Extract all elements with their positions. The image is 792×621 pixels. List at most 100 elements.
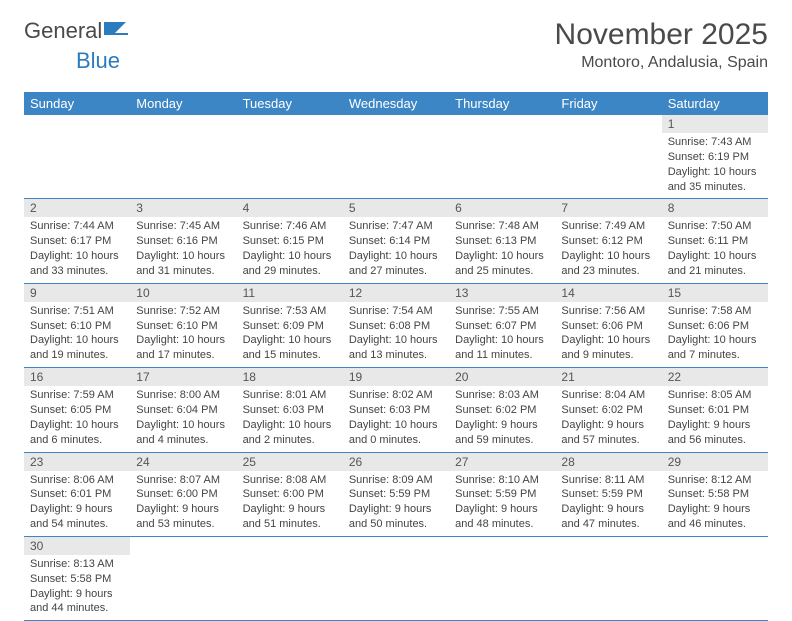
- daylight-text: Daylight: 10 hours and 27 minutes.: [349, 249, 443, 279]
- calendar-cell: 16Sunrise: 7:59 AMSunset: 6:05 PMDayligh…: [24, 368, 130, 452]
- cell-body: Sunrise: 8:13 AMSunset: 5:58 PMDaylight:…: [24, 555, 130, 620]
- sunrise-text: Sunrise: 8:09 AM: [349, 473, 443, 488]
- day-number: 24: [130, 453, 236, 471]
- daylight-text: Daylight: 10 hours and 29 minutes.: [243, 249, 337, 279]
- sunrise-text: Sunrise: 7:46 AM: [243, 219, 337, 234]
- daylight-text: Daylight: 10 hours and 25 minutes.: [455, 249, 549, 279]
- day-number: 22: [662, 368, 768, 386]
- calendar-cell: 23Sunrise: 8:06 AMSunset: 6:01 PMDayligh…: [24, 452, 130, 536]
- cell-body: [449, 541, 555, 591]
- calendar-cell: 17Sunrise: 8:00 AMSunset: 6:04 PMDayligh…: [130, 368, 236, 452]
- day-number: 20: [449, 368, 555, 386]
- month-title: November 2025: [555, 18, 768, 52]
- calendar-cell: [343, 536, 449, 620]
- calendar-cell: 8Sunrise: 7:50 AMSunset: 6:11 PMDaylight…: [662, 199, 768, 283]
- sunrise-text: Sunrise: 7:47 AM: [349, 219, 443, 234]
- day-header: Thursday: [449, 92, 555, 115]
- sunset-text: Sunset: 5:59 PM: [349, 487, 443, 502]
- sunset-text: Sunset: 6:19 PM: [668, 150, 762, 165]
- sunset-text: Sunset: 6:09 PM: [243, 319, 337, 334]
- cell-body: Sunrise: 7:47 AMSunset: 6:14 PMDaylight:…: [343, 217, 449, 282]
- cell-body: Sunrise: 7:50 AMSunset: 6:11 PMDaylight:…: [662, 217, 768, 282]
- sunset-text: Sunset: 6:07 PM: [455, 319, 549, 334]
- sunset-text: Sunset: 6:14 PM: [349, 234, 443, 249]
- calendar-cell: 6Sunrise: 7:48 AMSunset: 6:13 PMDaylight…: [449, 199, 555, 283]
- daylight-text: Daylight: 10 hours and 11 minutes.: [455, 333, 549, 363]
- daylight-text: Daylight: 9 hours and 47 minutes.: [561, 502, 655, 532]
- cell-body: Sunrise: 7:59 AMSunset: 6:05 PMDaylight:…: [24, 386, 130, 451]
- daylight-text: Daylight: 10 hours and 31 minutes.: [136, 249, 230, 279]
- calendar-cell: 2Sunrise: 7:44 AMSunset: 6:17 PMDaylight…: [24, 199, 130, 283]
- cell-body: Sunrise: 7:54 AMSunset: 6:08 PMDaylight:…: [343, 302, 449, 367]
- calendar-row: 2Sunrise: 7:44 AMSunset: 6:17 PMDaylight…: [24, 199, 768, 283]
- day-number: 12: [343, 284, 449, 302]
- cell-body: Sunrise: 7:56 AMSunset: 6:06 PMDaylight:…: [555, 302, 661, 367]
- calendar-row: 30Sunrise: 8:13 AMSunset: 5:58 PMDayligh…: [24, 536, 768, 620]
- calendar-cell: [237, 536, 343, 620]
- daylight-text: Daylight: 9 hours and 57 minutes.: [561, 418, 655, 448]
- calendar-cell: [555, 536, 661, 620]
- day-header: Saturday: [662, 92, 768, 115]
- daylight-text: Daylight: 10 hours and 35 minutes.: [668, 165, 762, 195]
- calendar-cell: [130, 536, 236, 620]
- day-header: Sunday: [24, 92, 130, 115]
- daylight-text: Daylight: 10 hours and 7 minutes.: [668, 333, 762, 363]
- calendar-cell: 30Sunrise: 8:13 AMSunset: 5:58 PMDayligh…: [24, 536, 130, 620]
- cell-body: Sunrise: 8:05 AMSunset: 6:01 PMDaylight:…: [662, 386, 768, 451]
- cell-body: Sunrise: 8:08 AMSunset: 6:00 PMDaylight:…: [237, 471, 343, 536]
- sunrise-text: Sunrise: 7:50 AM: [668, 219, 762, 234]
- calendar-cell: 24Sunrise: 8:07 AMSunset: 6:00 PMDayligh…: [130, 452, 236, 536]
- calendar-cell: 19Sunrise: 8:02 AMSunset: 6:03 PMDayligh…: [343, 368, 449, 452]
- sunrise-text: Sunrise: 7:49 AM: [561, 219, 655, 234]
- sunset-text: Sunset: 6:01 PM: [30, 487, 124, 502]
- sunset-text: Sunset: 6:11 PM: [668, 234, 762, 249]
- cell-body: Sunrise: 7:58 AMSunset: 6:06 PMDaylight:…: [662, 302, 768, 367]
- calendar-cell: [237, 115, 343, 199]
- calendar-cell: 1Sunrise: 7:43 AMSunset: 6:19 PMDaylight…: [662, 115, 768, 199]
- sunset-text: Sunset: 5:59 PM: [561, 487, 655, 502]
- calendar-cell: 21Sunrise: 8:04 AMSunset: 6:02 PMDayligh…: [555, 368, 661, 452]
- sunrise-text: Sunrise: 7:52 AM: [136, 304, 230, 319]
- sunset-text: Sunset: 6:02 PM: [455, 403, 549, 418]
- day-number: 30: [24, 537, 130, 555]
- calendar-cell: 13Sunrise: 7:55 AMSunset: 6:07 PMDayligh…: [449, 283, 555, 367]
- sunrise-text: Sunrise: 8:06 AM: [30, 473, 124, 488]
- calendar-cell: 20Sunrise: 8:03 AMSunset: 6:02 PMDayligh…: [449, 368, 555, 452]
- daylight-text: Daylight: 10 hours and 17 minutes.: [136, 333, 230, 363]
- day-number: 18: [237, 368, 343, 386]
- sunset-text: Sunset: 5:59 PM: [455, 487, 549, 502]
- sunrise-text: Sunrise: 7:54 AM: [349, 304, 443, 319]
- cell-body: Sunrise: 8:07 AMSunset: 6:00 PMDaylight:…: [130, 471, 236, 536]
- day-number: 6: [449, 199, 555, 217]
- sunset-text: Sunset: 6:13 PM: [455, 234, 549, 249]
- calendar-body: 1Sunrise: 7:43 AMSunset: 6:19 PMDaylight…: [24, 115, 768, 621]
- calendar-cell: 5Sunrise: 7:47 AMSunset: 6:14 PMDaylight…: [343, 199, 449, 283]
- calendar-cell: 28Sunrise: 8:11 AMSunset: 5:59 PMDayligh…: [555, 452, 661, 536]
- cell-body: Sunrise: 7:46 AMSunset: 6:15 PMDaylight:…: [237, 217, 343, 282]
- calendar-cell: 11Sunrise: 7:53 AMSunset: 6:09 PMDayligh…: [237, 283, 343, 367]
- day-header-row: Sunday Monday Tuesday Wednesday Thursday…: [24, 92, 768, 115]
- cell-body: Sunrise: 8:06 AMSunset: 6:01 PMDaylight:…: [24, 471, 130, 536]
- sunrise-text: Sunrise: 7:44 AM: [30, 219, 124, 234]
- day-number: 26: [343, 453, 449, 471]
- title-block: November 2025 Montoro, Andalusia, Spain: [555, 18, 768, 72]
- sunrise-text: Sunrise: 7:58 AM: [668, 304, 762, 319]
- sunset-text: Sunset: 6:00 PM: [136, 487, 230, 502]
- daylight-text: Daylight: 10 hours and 23 minutes.: [561, 249, 655, 279]
- cell-body: Sunrise: 7:52 AMSunset: 6:10 PMDaylight:…: [130, 302, 236, 367]
- day-number: 4: [237, 199, 343, 217]
- sunset-text: Sunset: 5:58 PM: [668, 487, 762, 502]
- sunrise-text: Sunrise: 8:11 AM: [561, 473, 655, 488]
- cell-body: Sunrise: 8:10 AMSunset: 5:59 PMDaylight:…: [449, 471, 555, 536]
- daylight-text: Daylight: 10 hours and 0 minutes.: [349, 418, 443, 448]
- sunrise-text: Sunrise: 7:59 AM: [30, 388, 124, 403]
- cell-body: Sunrise: 7:45 AMSunset: 6:16 PMDaylight:…: [130, 217, 236, 282]
- sunrise-text: Sunrise: 8:05 AM: [668, 388, 762, 403]
- cell-body: Sunrise: 7:44 AMSunset: 6:17 PMDaylight:…: [24, 217, 130, 282]
- sunset-text: Sunset: 6:03 PM: [349, 403, 443, 418]
- calendar-cell: 10Sunrise: 7:52 AMSunset: 6:10 PMDayligh…: [130, 283, 236, 367]
- calendar-cell: [343, 115, 449, 199]
- sunset-text: Sunset: 6:12 PM: [561, 234, 655, 249]
- sunset-text: Sunset: 6:10 PM: [30, 319, 124, 334]
- calendar-cell: [555, 115, 661, 199]
